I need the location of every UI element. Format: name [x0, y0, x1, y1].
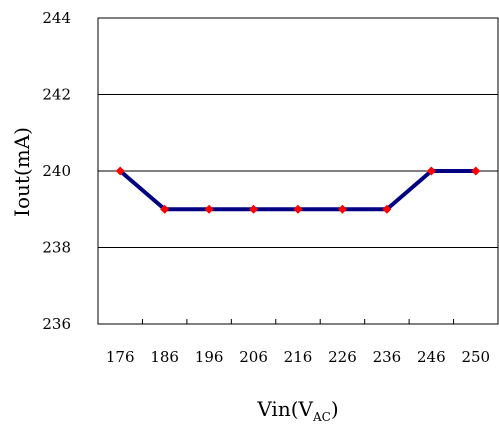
- x-axis-ticks: 176 186 196 206 216 226 236 246 250: [106, 319, 490, 366]
- y-tick-label-242: 242: [42, 86, 71, 104]
- x-tick-label-186: 186: [150, 348, 179, 366]
- x-tick-label-176: 176: [106, 348, 135, 366]
- x-axis-title-open: (V: [291, 397, 314, 421]
- x-axis-title-close: ): [331, 397, 339, 421]
- x-tick-label-246: 246: [417, 348, 446, 366]
- data-point-246: [426, 166, 436, 176]
- x-axis-title: Vin(VAC): [256, 397, 338, 424]
- x-tick-label-206: 206: [239, 348, 268, 366]
- x-axis-title-subscript: AC: [312, 410, 331, 424]
- data-point-216: [293, 204, 303, 214]
- y-axis-title: Iout(mA): [10, 127, 34, 217]
- x-tick-label-236: 236: [373, 348, 402, 366]
- data-point-186: [160, 204, 170, 214]
- y-tick-label-236: 236: [42, 315, 71, 333]
- data-point-176: [115, 166, 125, 176]
- series-layer: [115, 166, 481, 214]
- y-tick-label-244: 244: [42, 9, 71, 27]
- data-point-250: [471, 166, 481, 176]
- x-tick-label-250: 250: [461, 348, 490, 366]
- y-tick-label-238: 238: [42, 239, 71, 257]
- series-line-0: [118, 169, 476, 212]
- x-tick-label-226: 226: [328, 348, 357, 366]
- data-point-236: [382, 204, 392, 214]
- data-point-226: [337, 204, 347, 214]
- x-tick-label-196: 196: [195, 348, 224, 366]
- x-tick-label-216: 216: [284, 348, 313, 366]
- plot-area-frame: [97, 17, 499, 325]
- y-tick-label-240: 240: [42, 162, 71, 180]
- x-axis-title-main: Vin: [256, 397, 290, 421]
- data-point-196: [204, 204, 214, 214]
- y-axis-ticks: 236 238 240 242 244: [42, 9, 71, 333]
- data-point-206: [249, 204, 259, 214]
